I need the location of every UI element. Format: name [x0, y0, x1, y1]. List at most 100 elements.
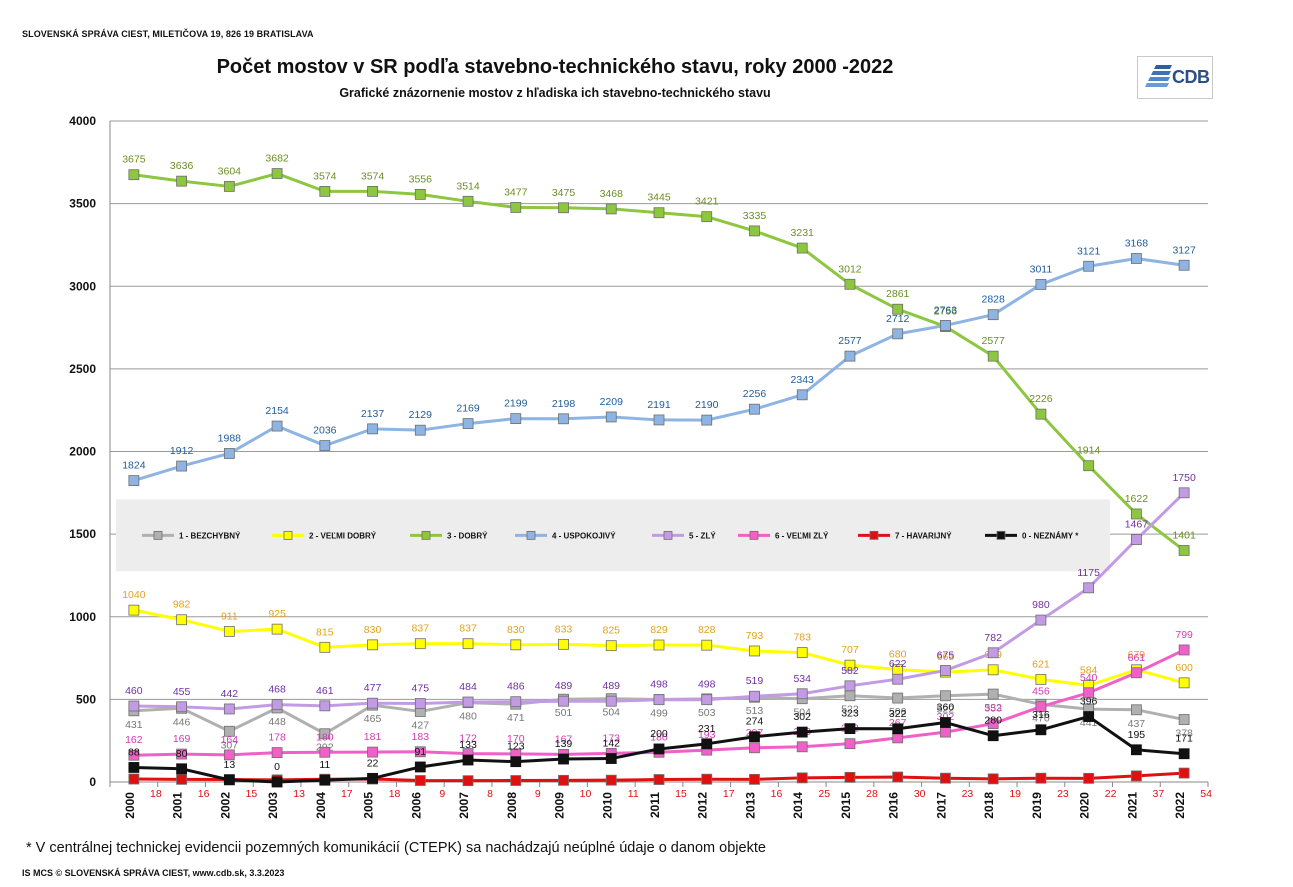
- data-label: 280: [984, 715, 1002, 727]
- organization-header: SLOVENSKÁ SPRÁVA CIEST, MILETIČOVA 19, 8…: [22, 29, 314, 39]
- data-point: [844, 690, 856, 702]
- data-label: 80: [176, 748, 188, 760]
- data-point: [367, 772, 378, 784]
- data-point: [367, 639, 378, 651]
- data-label: 1824: [122, 460, 146, 472]
- data-label: 2828: [981, 294, 1005, 306]
- data-label: 193: [698, 729, 716, 741]
- data-label: 2226: [1029, 393, 1053, 405]
- data-label: 437: [1128, 718, 1146, 730]
- chart-subtitle: Grafické znázornenie mostov z hľadiska i…: [339, 86, 771, 100]
- data-point: [1178, 644, 1190, 656]
- data-point: [176, 460, 188, 472]
- data-label: 830: [364, 624, 382, 636]
- data-point: [940, 717, 951, 728]
- data-label: 15: [246, 788, 258, 800]
- data-label: 3445: [647, 192, 671, 204]
- data-label: 2190: [695, 399, 719, 411]
- data-label: 484: [459, 681, 477, 693]
- x-tick-label: 2003: [266, 792, 280, 819]
- data-label: 665: [937, 651, 955, 663]
- data-point: [940, 665, 951, 676]
- data-point: [367, 423, 378, 435]
- data-point: [1130, 508, 1142, 520]
- x-tick-label: 2014: [791, 792, 805, 819]
- data-point: [1130, 534, 1142, 545]
- data-point: [796, 647, 808, 659]
- data-point: [653, 639, 665, 651]
- data-label: 675: [937, 649, 955, 661]
- data-label: 1914: [1077, 445, 1101, 457]
- data-label: 532: [984, 702, 1002, 714]
- data-label: 799: [1175, 629, 1193, 641]
- data-point: [605, 774, 617, 786]
- data-point: [701, 773, 713, 785]
- data-label: 30: [914, 788, 926, 800]
- data-label: 173: [602, 732, 620, 744]
- data-label: 396: [1080, 696, 1098, 708]
- data-point: [128, 475, 140, 486]
- data-label: 456: [1032, 686, 1050, 698]
- x-tick-label: 2018: [982, 792, 996, 819]
- data-label: 322: [889, 708, 907, 720]
- data-point: [367, 185, 378, 197]
- data-point: [510, 639, 522, 651]
- legend-item-1: 1 - BEZCHYBNÝ: [142, 530, 241, 540]
- data-label: 11: [628, 788, 639, 800]
- data-point: [319, 700, 331, 712]
- data-label: 442: [221, 688, 239, 700]
- data-label: 2577: [981, 335, 1005, 347]
- data-point: [987, 647, 999, 659]
- data-label: 480: [459, 711, 477, 723]
- data-point: [1083, 260, 1095, 272]
- data-label: 2154: [265, 405, 289, 417]
- data-label: 2129: [409, 409, 433, 421]
- legend-item-4: 4 - USPOKOJIVÝ: [515, 530, 616, 540]
- data-label: 169: [173, 733, 191, 745]
- data-point: [1035, 279, 1047, 290]
- data-label: 470: [1032, 712, 1050, 724]
- data-point: [1178, 487, 1190, 499]
- data-label: 503: [698, 707, 716, 719]
- data-label: 707: [841, 644, 859, 656]
- data-point: [1130, 704, 1142, 716]
- data-label: 3636: [170, 160, 194, 172]
- data-point: [176, 773, 188, 785]
- data-label: 25: [818, 788, 830, 800]
- data-point: [462, 775, 474, 787]
- data-point: [1083, 460, 1095, 472]
- data-label: 231: [698, 723, 716, 735]
- y-tick-label: 1000: [69, 610, 96, 624]
- data-label: 3514: [456, 180, 480, 192]
- data-label: 2199: [504, 398, 528, 410]
- data-label: 0: [274, 761, 280, 773]
- legend-label: 2 - VEĽMI DOBRÝ: [309, 531, 377, 540]
- series-7: 18 16 15 13 17 18 9 8 9 10 11 15 17 16 25 28 30 23 19 23 22 3…: [128, 767, 1212, 800]
- data-label: 9: [535, 788, 541, 800]
- data-point: [844, 680, 856, 692]
- data-point: [892, 771, 904, 783]
- data-point: [128, 762, 140, 773]
- data-label: 1175: [1077, 567, 1100, 579]
- legend-label: 7 - HAVARIJNÝ: [895, 531, 952, 540]
- data-label: 3574: [361, 170, 385, 182]
- legend-swatch-marker: [526, 530, 536, 540]
- data-point: [128, 749, 140, 761]
- data-point: [176, 748, 188, 760]
- legend-item-8: 0 - NEZNÁMY *: [985, 530, 1079, 540]
- data-point: [558, 638, 569, 650]
- series-3: 3675 3636 3604 3682 3574 3574 3556 3514 3477 3475…: [122, 153, 1196, 556]
- data-point: [1178, 259, 1190, 271]
- logo-text: CDB: [1172, 67, 1210, 87]
- data-point: [844, 350, 856, 362]
- data-label: 600: [1175, 662, 1193, 674]
- data-point: [892, 723, 904, 735]
- cdb-logo: CDB: [1137, 56, 1213, 99]
- data-label: 622: [889, 658, 907, 670]
- data-label: 133: [459, 739, 477, 751]
- legend-label: 4 - USPOKOJIVÝ: [552, 531, 616, 540]
- data-point: [462, 696, 474, 708]
- x-tick-label: 2004: [314, 792, 328, 819]
- data-label: 829: [650, 624, 668, 636]
- data-point: [462, 195, 474, 207]
